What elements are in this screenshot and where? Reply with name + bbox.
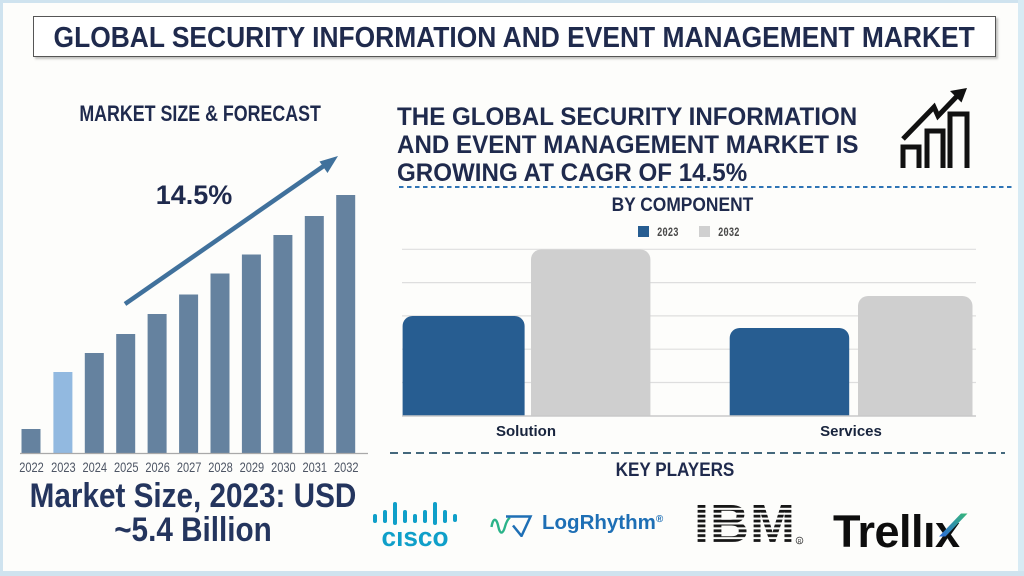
svg-text:14.5%: 14.5% bbox=[156, 180, 233, 210]
svg-text:IBM: IBM bbox=[694, 505, 796, 547]
svg-text:2023: 2023 bbox=[51, 460, 76, 475]
svg-text:2029: 2029 bbox=[240, 460, 265, 475]
svg-text:cısco: cısco bbox=[382, 522, 449, 550]
svg-text:2030: 2030 bbox=[271, 460, 296, 475]
svg-text:2024: 2024 bbox=[83, 460, 108, 475]
svg-text:2027: 2027 bbox=[177, 460, 202, 475]
svg-text:2025: 2025 bbox=[114, 460, 139, 475]
svg-text:2026: 2026 bbox=[145, 460, 170, 475]
svg-text:2031: 2031 bbox=[303, 460, 328, 475]
svg-text:2028: 2028 bbox=[208, 460, 233, 475]
svg-text:R: R bbox=[798, 539, 802, 545]
svg-text:2032: 2032 bbox=[334, 460, 359, 475]
svg-text:2022: 2022 bbox=[19, 460, 44, 475]
